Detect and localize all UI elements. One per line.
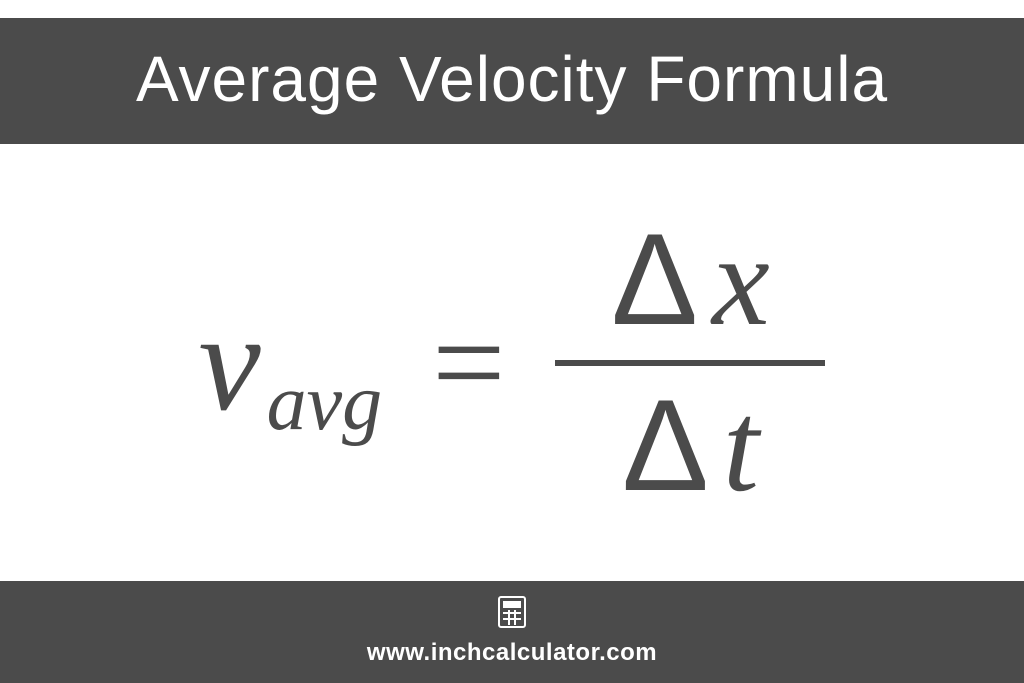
page-title: Average Velocity Formula bbox=[0, 42, 1024, 116]
source-url: www.inchcalculator.com bbox=[367, 639, 657, 667]
numerator: Δ x bbox=[611, 214, 770, 346]
delta-symbol: Δ bbox=[611, 214, 698, 344]
variable-v: v bbox=[199, 282, 261, 443]
header-bar: Average Velocity Formula bbox=[0, 18, 1024, 144]
average-velocity-formula: v avg = Δ x Δ t bbox=[199, 214, 826, 512]
formula-area: v avg = Δ x Δ t bbox=[0, 144, 1024, 581]
calculator-icon bbox=[497, 595, 527, 629]
formula-lhs: v avg bbox=[199, 282, 383, 443]
variable-t: t bbox=[723, 382, 759, 512]
fraction-bar bbox=[555, 360, 825, 366]
fraction: Δ x Δ t bbox=[555, 214, 825, 512]
delta-symbol: Δ bbox=[622, 380, 709, 510]
denominator: Δ t bbox=[622, 380, 759, 512]
variable-x: x bbox=[712, 216, 770, 346]
subscript-avg: avg bbox=[267, 358, 383, 449]
equals-sign: = bbox=[432, 288, 505, 438]
footer-bar: www.inchcalculator.com bbox=[0, 581, 1024, 683]
